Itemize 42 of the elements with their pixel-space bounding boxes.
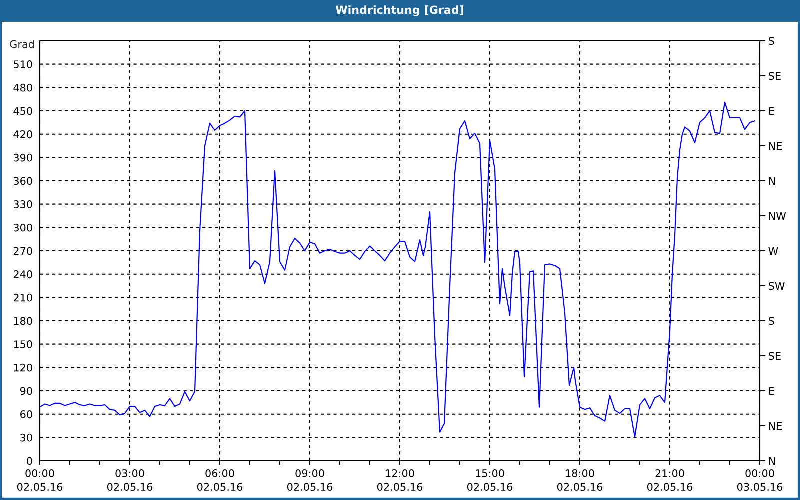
y-tick-label: 210	[14, 294, 32, 302]
y-tick-label: 510	[14, 60, 32, 68]
x-tick-label: 00:00 03.05.16	[737, 470, 783, 492]
category-label: NW	[769, 212, 786, 220]
y-axis-title: Grad	[10, 40, 34, 48]
category-label: SW	[769, 282, 785, 290]
x-tick-label: 06:00 02.05.16	[197, 470, 243, 492]
y-tick-label: 300	[14, 224, 32, 232]
category-label: N	[769, 457, 776, 465]
y-tick-label: 270	[14, 247, 32, 256]
y-tick-label: 30	[20, 434, 32, 442]
y-tick-label: 120	[14, 364, 32, 372]
x-tick-label: 15:00 02.05.16	[467, 470, 513, 492]
y-tick-label: 0	[27, 457, 32, 466]
category-label: SE	[769, 72, 781, 80]
category-label: N	[769, 177, 776, 185]
y-tick-label: 90	[20, 387, 32, 396]
y-tick-label: 180	[14, 317, 32, 326]
y-tick-label: 450	[14, 107, 32, 116]
category-label: S	[769, 317, 774, 326]
category-label: NE	[769, 142, 782, 150]
chart-title: Windrichtung [Grad]	[336, 6, 464, 16]
y-tick-label: 390	[14, 154, 32, 162]
x-tick-label: 03:00 02.05.16	[107, 470, 153, 492]
y-tick-label: 60	[20, 410, 32, 418]
category-label: W	[768, 247, 778, 255]
category-label: NE	[769, 422, 782, 430]
x-tick-label: 18:00 02.05.16	[557, 470, 603, 492]
x-tick-label: 00:00 02.05.16	[17, 470, 63, 492]
x-tick-label: 21:00 02.05.16	[647, 470, 693, 492]
x-tick-label: 09:00 02.05.16	[287, 470, 333, 492]
category-label: E	[769, 387, 774, 395]
y-tick-label: 360	[14, 177, 32, 186]
category-label: S	[769, 37, 774, 46]
x-tick-label: 12:00 02.05.16	[377, 470, 423, 492]
y-tick-label: 480	[14, 84, 32, 92]
y-tick-label: 150	[14, 340, 32, 348]
y-tick-label: 420	[14, 130, 32, 138]
category-label: E	[769, 107, 774, 115]
y-tick-label: 240	[14, 270, 32, 278]
y-tick-label: 330	[14, 200, 32, 208]
category-label: SE	[769, 352, 781, 360]
